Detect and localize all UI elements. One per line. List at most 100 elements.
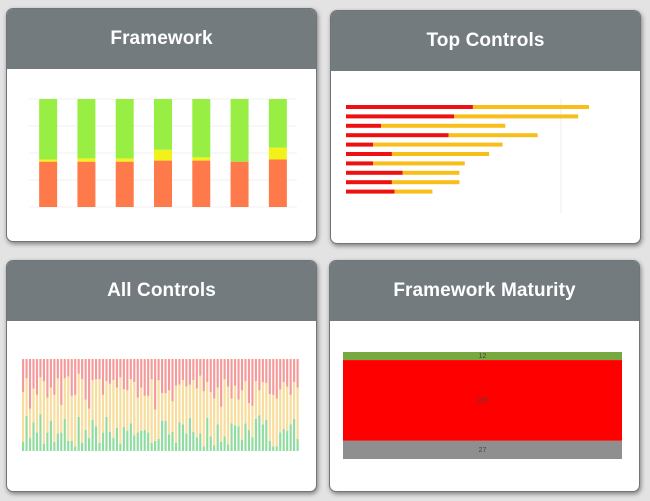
- all-controls-bar-segment: [129, 379, 132, 424]
- all-controls-bar-segment: [230, 359, 233, 399]
- all-controls-bar-segment: [101, 394, 105, 433]
- all-controls-bar-segment: [181, 380, 185, 425]
- all-controls-bar-segment: [237, 359, 240, 400]
- top-controls-bar-segment: [346, 114, 454, 119]
- all-controls-bar-segment: [129, 359, 132, 380]
- all-controls-bar-segment: [77, 359, 80, 374]
- all-controls-bar-segment: [192, 380, 195, 432]
- all-controls-bar-segment: [136, 432, 139, 451]
- all-controls-bar-segment: [53, 441, 56, 451]
- all-controls-bar-segment: [46, 397, 49, 433]
- all-controls-bar-segment: [67, 376, 70, 441]
- top-controls-card-header: Top Controls: [331, 11, 640, 71]
- all-controls-bar-segment: [126, 430, 129, 451]
- all-controls-bar-segment: [272, 446, 275, 451]
- all-controls-bar-segment: [254, 359, 257, 382]
- all-controls-bar-segment: [282, 382, 285, 429]
- all-controls-bar-segment: [261, 424, 264, 451]
- all-controls-bar-segment: [286, 359, 289, 387]
- all-controls-bar-segment: [63, 378, 66, 419]
- all-controls-bar-segment: [164, 420, 167, 451]
- all-controls-bar-segment: [101, 432, 105, 451]
- all-controls-bar-segment: [88, 408, 91, 439]
- all-controls-bar-segment: [81, 359, 84, 380]
- all-controls-bar-segment: [56, 378, 59, 434]
- all-controls-bar-segment: [119, 359, 122, 378]
- all-controls-bar-segment: [174, 359, 178, 386]
- all-controls-bar-segment: [209, 359, 212, 393]
- all-controls-bar-segment: [147, 432, 150, 451]
- all-controls-bar-segment: [188, 417, 191, 451]
- all-controls-bar-segment: [88, 438, 91, 451]
- all-controls-bar-segment: [178, 359, 181, 385]
- all-controls-bar-segment: [167, 434, 171, 451]
- all-controls-bar-segment: [133, 435, 136, 451]
- top-controls-bar-segment: [402, 170, 460, 175]
- all-controls-bar-segment: [39, 377, 42, 415]
- all-controls-bar-segment: [112, 438, 115, 451]
- top-controls-chart: [346, 99, 589, 213]
- all-controls-bar-segment: [230, 398, 233, 424]
- all-controls-bar-segment: [272, 394, 275, 447]
- all-controls-bar-segment: [240, 359, 244, 391]
- all-controls-bar-segment: [150, 379, 153, 443]
- all-controls-bar-segment: [25, 416, 28, 451]
- all-controls-bar-segment: [237, 426, 240, 451]
- all-controls-bar-segment: [286, 430, 289, 451]
- all-controls-bar-segment: [251, 405, 254, 438]
- all-controls-bar-segment: [268, 440, 271, 451]
- all-controls-bar-segment: [39, 359, 42, 378]
- all-controls-bar-segment: [206, 359, 209, 382]
- all-controls-bar-segment: [105, 416, 108, 451]
- all-controls-bar-segment: [108, 383, 112, 432]
- all-controls-bar-segment: [240, 390, 244, 440]
- all-controls-bar-segment: [105, 381, 108, 417]
- all-controls-bar-segment: [157, 380, 160, 440]
- all-controls-bar-segment: [46, 432, 49, 451]
- all-controls-bar-segment: [171, 401, 174, 432]
- all-controls-bar-segment: [119, 443, 122, 451]
- all-controls-bar-segment: [220, 406, 223, 442]
- framework-chart: [29, 98, 297, 208]
- all-controls-bar-segment: [195, 359, 198, 389]
- top-controls-bar-segment: [373, 142, 503, 147]
- all-controls-bar-segment: [88, 359, 91, 409]
- framework-bar-segment: [77, 99, 96, 159]
- all-controls-bar-segment: [74, 446, 77, 451]
- all-controls-bar-segment: [275, 446, 278, 451]
- all-controls-bar-segment: [25, 378, 28, 417]
- all-controls-bar-segment: [74, 394, 77, 447]
- maturity-segment: [343, 440, 622, 459]
- all-controls-bar-segment: [56, 433, 59, 451]
- maturity-segment-label: 120: [477, 397, 489, 404]
- all-controls-bar-segment: [63, 359, 66, 379]
- all-controls-bar-segment: [42, 359, 46, 382]
- all-controls-bar-segment: [247, 359, 251, 404]
- all-controls-bar-segment: [237, 399, 240, 427]
- all-controls-bar-segment: [174, 442, 178, 451]
- all-controls-bar-segment: [178, 384, 181, 423]
- all-controls-bar-segment: [202, 391, 205, 447]
- top-controls-bar-segment: [346, 123, 382, 128]
- all-controls-card-title: All Controls: [107, 280, 216, 301]
- all-controls-bar-segment: [53, 359, 56, 395]
- all-controls-bar-segment: [244, 423, 247, 451]
- all-controls-bar-segment: [199, 375, 202, 434]
- all-controls-bar-segment: [115, 359, 118, 388]
- all-controls-bar-segment: [129, 423, 132, 451]
- framework-card-title: Framework: [110, 28, 213, 49]
- framework-bar-segment: [115, 99, 134, 159]
- top-controls-bar-segment: [346, 105, 473, 109]
- all-controls-bar-segment: [32, 388, 35, 423]
- all-controls-bar-segment: [247, 403, 251, 430]
- all-controls-bar-segment: [108, 359, 112, 384]
- all-controls-bar-segment: [101, 359, 105, 395]
- top-controls-bar-segment: [472, 105, 589, 109]
- all-controls-bar-segment: [67, 440, 70, 451]
- all-controls-bar-segment: [275, 359, 278, 399]
- all-controls-bar-segment: [136, 397, 139, 433]
- all-controls-bar-segment: [279, 389, 282, 433]
- all-controls-bar-segment: [233, 385, 237, 426]
- all-controls-bar-segment: [94, 359, 98, 380]
- all-controls-bar-segment: [115, 387, 118, 428]
